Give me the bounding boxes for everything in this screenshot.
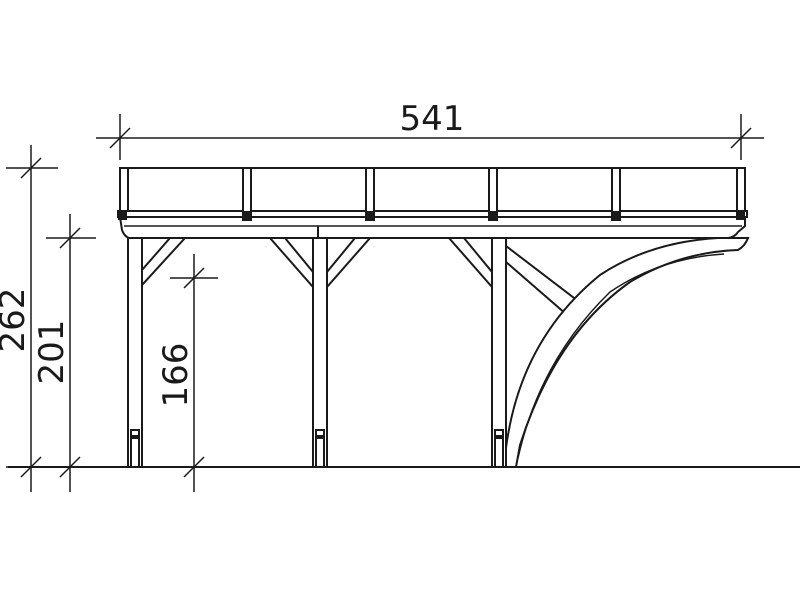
braces (141, 237, 580, 316)
curved-arch (505, 237, 750, 468)
eave-height-value: 201 (32, 320, 72, 385)
support-posts (127, 237, 507, 468)
width-value: 541 (400, 99, 465, 139)
total-height-value: 262 (0, 288, 33, 353)
clearance-height-dimension: 166 (156, 254, 218, 492)
roof (117, 167, 748, 239)
eave-height-dimension: 201 (32, 214, 96, 492)
clearance-height-value: 166 (156, 343, 196, 408)
width-dimension: 541 (96, 99, 764, 160)
total-height-dimension: 262 (0, 145, 58, 492)
fascia-posts (118, 167, 745, 221)
